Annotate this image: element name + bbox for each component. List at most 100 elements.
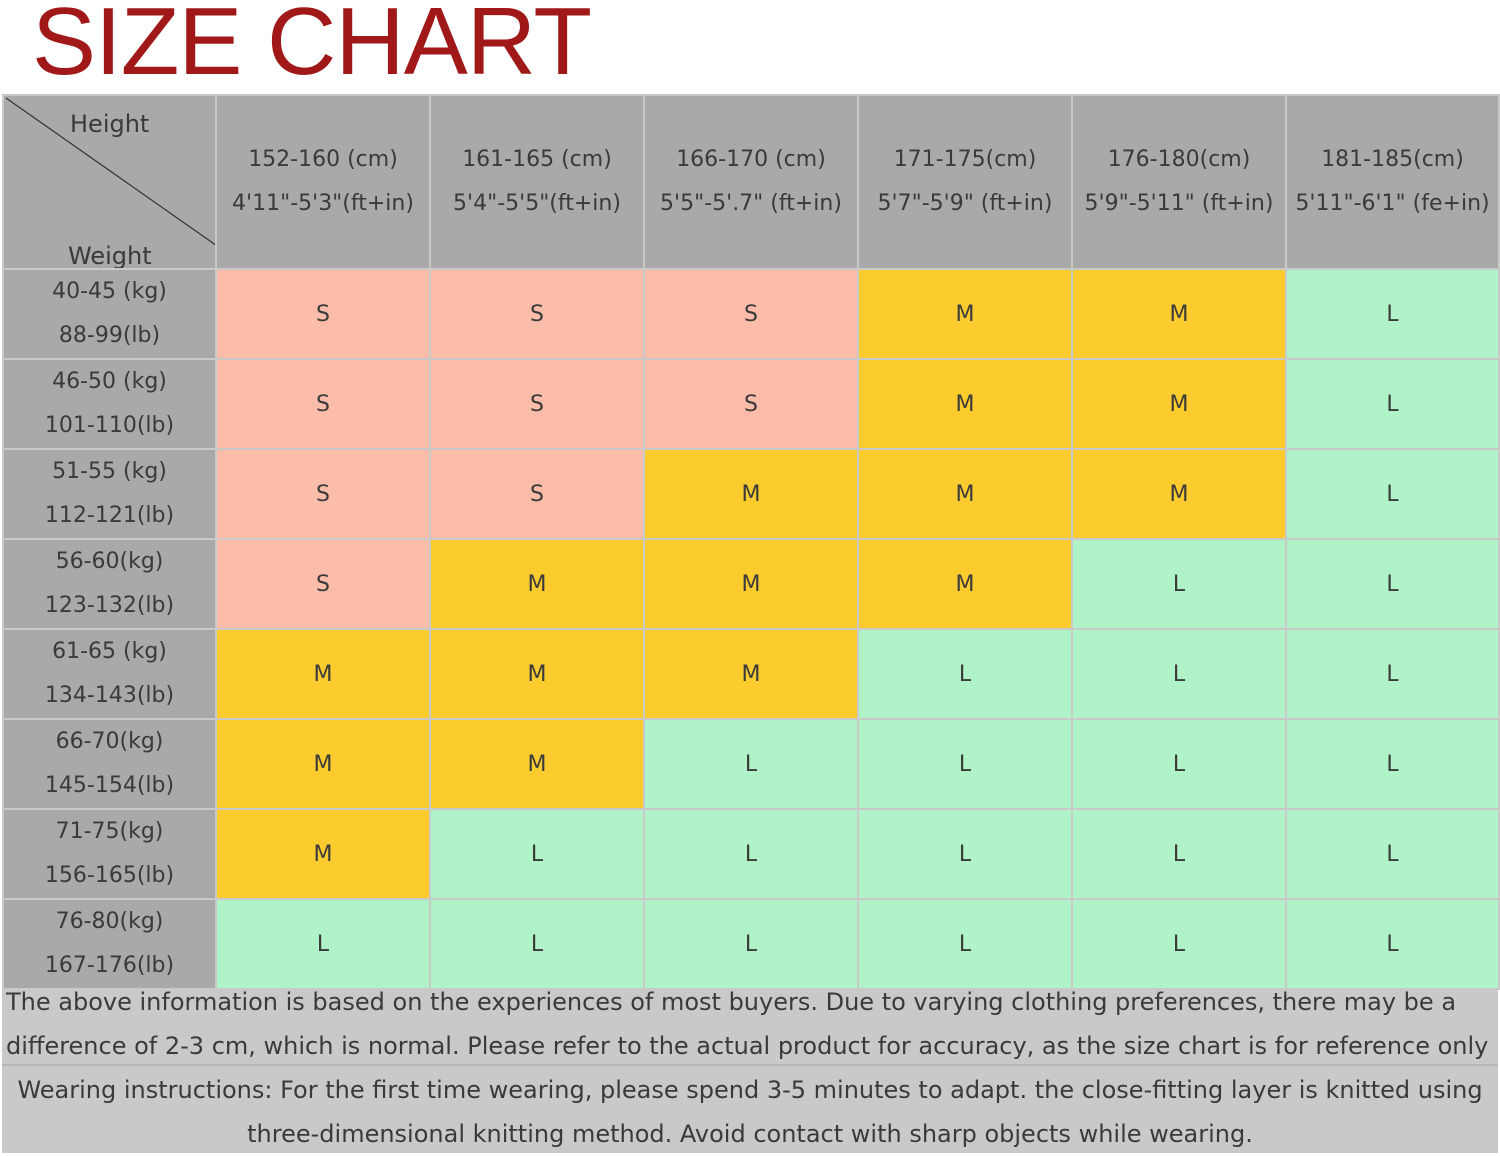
table-row: 76-80(kg) 167-176(lb) L L L L L L	[2, 898, 1500, 990]
weight-lb-label: 88-99(lb)	[58, 323, 161, 348]
size-cell: M	[857, 358, 1073, 450]
weight-lb-label: 134-143(lb)	[44, 683, 175, 708]
height-column-header: 152-160 (cm) 4'11"-5'3"(ft+in)	[215, 94, 431, 270]
wearing-instructions: Wearing instructions: For the first time…	[17, 1076, 1483, 1148]
weight-kg-label: 61-65 (kg)	[52, 639, 167, 664]
height-cm-label: 171-175(cm)	[893, 147, 1037, 172]
size-cell: L	[643, 718, 859, 810]
size-cell: L	[1285, 808, 1500, 900]
size-cell: S	[429, 448, 645, 540]
height-column-header: 181-185(cm) 5'11"-6'1" (fe+in)	[1285, 94, 1500, 270]
height-cm-label: 181-185(cm)	[1321, 147, 1464, 172]
size-cell: L	[1285, 628, 1500, 720]
size-cell: S	[643, 358, 859, 450]
table-row: 51-55 (kg) 112-121(lb) S S M M M L	[2, 448, 1500, 540]
weight-row-header: 56-60(kg) 123-132(lb)	[2, 538, 217, 630]
height-cm-label: 176-180(cm)	[1107, 147, 1251, 172]
weight-kg-label: 56-60(kg)	[55, 549, 164, 574]
weight-lb-label: 112-121(lb)	[44, 503, 175, 528]
weight-row-header: 46-50 (kg) 101-110(lb)	[2, 358, 217, 450]
weight-row-header: 51-55 (kg) 112-121(lb)	[2, 448, 217, 540]
weight-kg-label: 76-80(kg)	[55, 909, 164, 934]
size-cell: L	[857, 718, 1073, 810]
size-chart-sheet: Height Weight 152-160 (cm) 4'11"-5'3"(ft+…	[2, 94, 1500, 1153]
size-cell: L	[1285, 718, 1500, 810]
size-cell: L	[643, 808, 859, 900]
table-row: 56-60(kg) 123-132(lb) S M M M L L	[2, 538, 1500, 630]
size-cell: L	[1285, 268, 1500, 360]
weight-lb-label: 145-154(lb)	[44, 773, 175, 798]
height-column-header: 171-175(cm) 5'7"-5'9" (ft+in)	[857, 94, 1073, 270]
table-row: 71-75(kg) 156-165(lb) M L L L L L	[2, 808, 1500, 900]
size-cell: M	[857, 538, 1073, 630]
size-cell: M	[429, 718, 645, 810]
header-row: Height Weight 152-160 (cm) 4'11"-5'3"(ft+…	[2, 94, 1500, 270]
size-cell: M	[215, 718, 431, 810]
table-row: 66-70(kg) 145-154(lb) M M L L L L	[2, 718, 1500, 810]
weight-row-header: 40-45 (kg) 88-99(lb)	[2, 268, 217, 360]
table-row: 46-50 (kg) 101-110(lb) S S S M M L	[2, 358, 1500, 450]
height-column-header: 176-180(cm) 5'9"-5'11" (ft+in)	[1071, 94, 1287, 270]
weight-row-header: 66-70(kg) 145-154(lb)	[2, 718, 217, 810]
size-cell: M	[857, 268, 1073, 360]
size-cell: L	[1285, 448, 1500, 540]
size-cell: M	[643, 448, 859, 540]
size-cell: L	[1285, 898, 1500, 990]
height-cm-label: 166-170 (cm)	[676, 147, 826, 172]
size-cell: L	[857, 898, 1073, 990]
diagonal-divider	[5, 97, 214, 245]
height-column-header: 161-165 (cm) 5'4"-5'5"(ft+in)	[429, 94, 645, 270]
weight-lb-label: 123-132(lb)	[44, 593, 175, 618]
weight-row-header: 76-80(kg) 167-176(lb)	[2, 898, 217, 990]
size-cell: S	[215, 448, 431, 540]
weight-kg-label: 66-70(kg)	[55, 729, 164, 754]
size-cell: M	[857, 448, 1073, 540]
height-ft-label: 5'7"-5'9" (ft+in)	[877, 191, 1053, 216]
weight-kg-label: 71-75(kg)	[55, 819, 164, 844]
corner-cell: Height Weight	[2, 94, 217, 270]
weight-kg-label: 51-55 (kg)	[52, 459, 167, 484]
size-cell: L	[1071, 808, 1287, 900]
disclaimer-note: The above information is based on the ex…	[6, 988, 1489, 1060]
page-title: SIZE CHART	[32, 0, 592, 95]
size-cell: M	[429, 628, 645, 720]
table-row: 61-65 (kg) 134-143(lb) M M M L L L	[2, 628, 1500, 720]
weight-row-header: 61-65 (kg) 134-143(lb)	[2, 628, 217, 720]
weight-lb-label: 167-176(lb)	[44, 953, 175, 978]
size-cell: S	[215, 538, 431, 630]
size-cell: L	[1071, 718, 1287, 810]
size-cell: M	[215, 808, 431, 900]
size-cell: S	[215, 358, 431, 450]
height-cm-label: 152-160 (cm)	[248, 147, 398, 172]
size-cell: L	[429, 808, 645, 900]
height-ft-label: 4'11"-5'3"(ft+in)	[232, 191, 414, 216]
size-cell: L	[429, 898, 645, 990]
weight-kg-label: 46-50 (kg)	[52, 369, 167, 394]
weight-lb-label: 156-165(lb)	[44, 863, 175, 888]
size-cell: M	[215, 628, 431, 720]
size-cell: M	[1071, 268, 1287, 360]
size-cell: L	[857, 628, 1073, 720]
size-chart-body: Height Weight 152-160 (cm) 4'11"-5'3"(ft+…	[2, 94, 1500, 990]
size-cell: L	[215, 898, 431, 990]
height-cm-label: 161-165 (cm)	[462, 147, 612, 172]
size-cell: S	[643, 268, 859, 360]
weight-lb-label: 101-110(lb)	[44, 413, 175, 438]
notes-divider	[2, 1064, 1498, 1066]
table-row: 40-45 (kg) 88-99(lb) S S S M M L	[2, 268, 1500, 360]
size-cell: S	[429, 268, 645, 360]
size-cell: L	[857, 808, 1073, 900]
size-cell: L	[1071, 538, 1287, 630]
size-cell: M	[429, 538, 645, 630]
size-cell: S	[215, 268, 431, 360]
height-ft-label: 5'4"-5'5"(ft+in)	[453, 191, 621, 216]
size-cell: M	[1071, 358, 1287, 450]
weight-axis-label: Weight	[68, 242, 152, 269]
weight-row-header: 71-75(kg) 156-165(lb)	[2, 808, 217, 900]
height-ft-label: 5'11"-6'1" (fe+in)	[1295, 191, 1490, 216]
size-cell: L	[1071, 898, 1287, 990]
height-ft-label: 5'9"-5'11" (ft+in)	[1084, 191, 1274, 216]
weight-kg-label: 40-45 (kg)	[52, 279, 167, 304]
height-ft-label: 5'5"-5'.7" (ft+in)	[660, 191, 842, 216]
